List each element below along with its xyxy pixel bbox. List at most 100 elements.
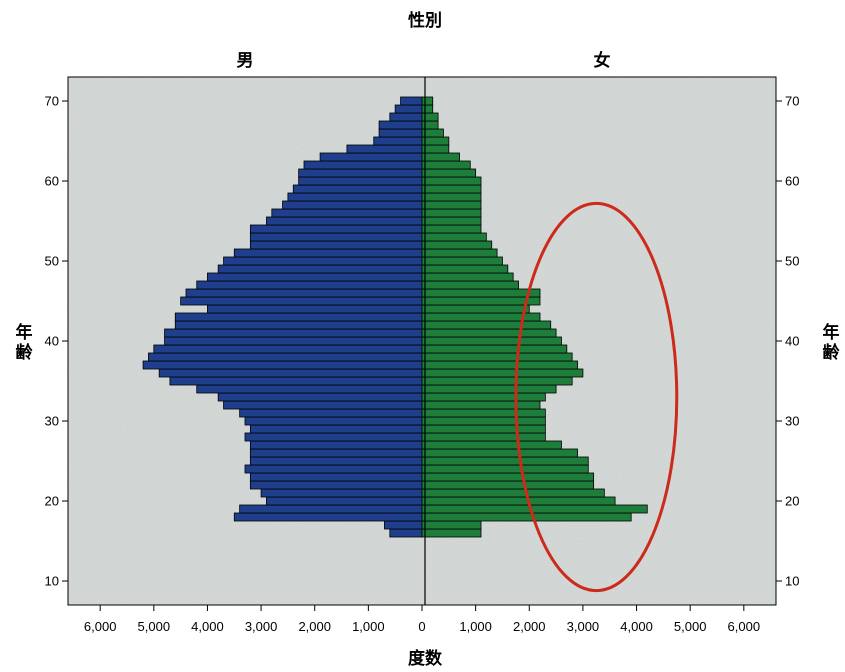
bar-female-age-31 [421,408,546,418]
y-axis-title-right-char-2: 齢 [823,342,841,363]
bar-male-age-38 [148,352,423,362]
x-axis: 6,000 5,000 4,000 3,000 2,000 1,000 0 1,000 2,00… [84,605,760,634]
bar-female-age-16 [421,528,482,538]
x-tick-label: 5,000 [138,619,171,634]
bar-female-age-25 [421,456,589,466]
bar-female-age-42 [421,320,552,330]
bar-female-age-39 [421,344,568,354]
bar-female-age-47 [421,280,519,290]
bar-female-age-45 [421,296,541,306]
x-tick-label: 6,000 [84,619,117,634]
bar-male-age-67 [378,120,423,130]
bar-male-age-60 [298,176,423,186]
y-tick-label-left: 60 [45,174,59,189]
bar-female-age-33 [421,392,546,402]
y-tick-label-right: 40 [785,334,799,349]
panel-label-female: 女 [594,50,611,71]
bar-male-age-31 [239,408,423,418]
y-tick-label-left: 20 [45,494,59,509]
bar-female-age-18 [421,512,632,522]
y-axis-title-left: 年 齢 [16,322,34,363]
bar-female-age-27 [421,440,562,450]
bar-female-age-30 [421,416,546,426]
x-axis-title: 度数 [408,648,443,669]
y-tick-label-right: 70 [785,94,799,109]
chart-title: 性別 [408,10,442,31]
y-axis-title-right-char-1: 年 [823,322,840,343]
y-tick-label-right: 10 [785,574,799,589]
bar-male-age-51 [233,248,423,258]
y-tick-label-left: 10 [45,574,59,589]
bar-female-age-64 [421,144,450,154]
x-tick-label: 2,000 [298,619,331,634]
bar-male-age-50 [223,256,423,266]
bar-female-age-37 [421,360,578,370]
bar-female-age-38 [421,352,573,362]
bar-female-age-17 [421,520,482,530]
bar-male-age-61 [298,168,423,178]
bar-male-age-54 [249,224,423,234]
bar-female-age-58 [421,192,482,202]
bar-male-age-23 [249,472,423,482]
bar-male-age-28 [244,432,423,442]
bar-male-age-19 [239,504,423,514]
bar-female-age-49 [421,264,509,274]
bar-male-age-48 [207,272,423,282]
bar-male-age-63 [319,152,423,162]
y-tick-label-right: 50 [785,254,799,269]
bar-male-age-66 [378,128,423,138]
bar-male-age-47 [196,280,423,290]
x-tick-label: 1,000 [352,619,385,634]
bar-female-age-35 [421,376,573,386]
bar-male-age-33 [217,392,423,402]
bar-male-age-68 [389,112,423,122]
bar-female-age-24 [421,464,589,474]
bar-male-age-39 [153,344,423,354]
y-tick-label-right: 20 [785,494,799,509]
male-bars [142,96,423,538]
bar-female-age-48 [421,272,514,282]
bar-female-age-44 [421,304,530,314]
y-tick-label-left: 30 [45,414,59,429]
bar-male-age-70 [400,96,423,106]
bar-male-age-16 [389,528,423,538]
bar-female-age-50 [421,256,503,266]
bar-female-age-53 [421,232,487,242]
bar-female-age-70 [421,96,434,106]
bar-female-age-36 [421,368,584,378]
x-tick-label: 3,000 [567,619,600,634]
bar-male-age-69 [394,104,423,114]
bar-female-age-29 [421,424,546,434]
bar-male-age-58 [287,192,423,202]
bar-male-age-49 [217,264,423,274]
bar-male-age-21 [260,488,423,498]
y-tick-label-left: 70 [45,94,59,109]
bar-female-age-46 [421,288,541,298]
bar-male-age-64 [346,144,423,154]
bar-male-age-65 [373,136,423,146]
bar-female-age-28 [421,432,546,442]
bar-female-age-26 [421,448,578,458]
x-tick-label: 3,000 [245,619,278,634]
bar-male-age-18 [233,512,423,522]
bar-male-age-41 [164,328,423,338]
bar-male-age-29 [249,424,423,434]
bar-male-age-20 [266,496,423,506]
x-tick-label: 1,000 [459,619,492,634]
y-axis-right: 10 20 30 40 50 60 70 [776,94,799,589]
bar-female-age-62 [421,160,471,170]
bar-male-age-52 [249,240,423,250]
bar-male-age-44 [207,304,423,314]
female-bars [421,96,648,538]
bar-male-age-57 [282,200,423,210]
bar-male-age-62 [303,160,423,170]
bar-female-age-23 [421,472,595,482]
bar-male-age-30 [244,416,423,426]
bar-male-age-32 [223,400,423,410]
highlight-ellipse [514,201,679,593]
x-tick-label: 2,000 [513,619,546,634]
bar-male-age-17 [384,520,423,530]
bar-female-age-69 [421,104,434,114]
bar-male-age-46 [185,288,423,298]
